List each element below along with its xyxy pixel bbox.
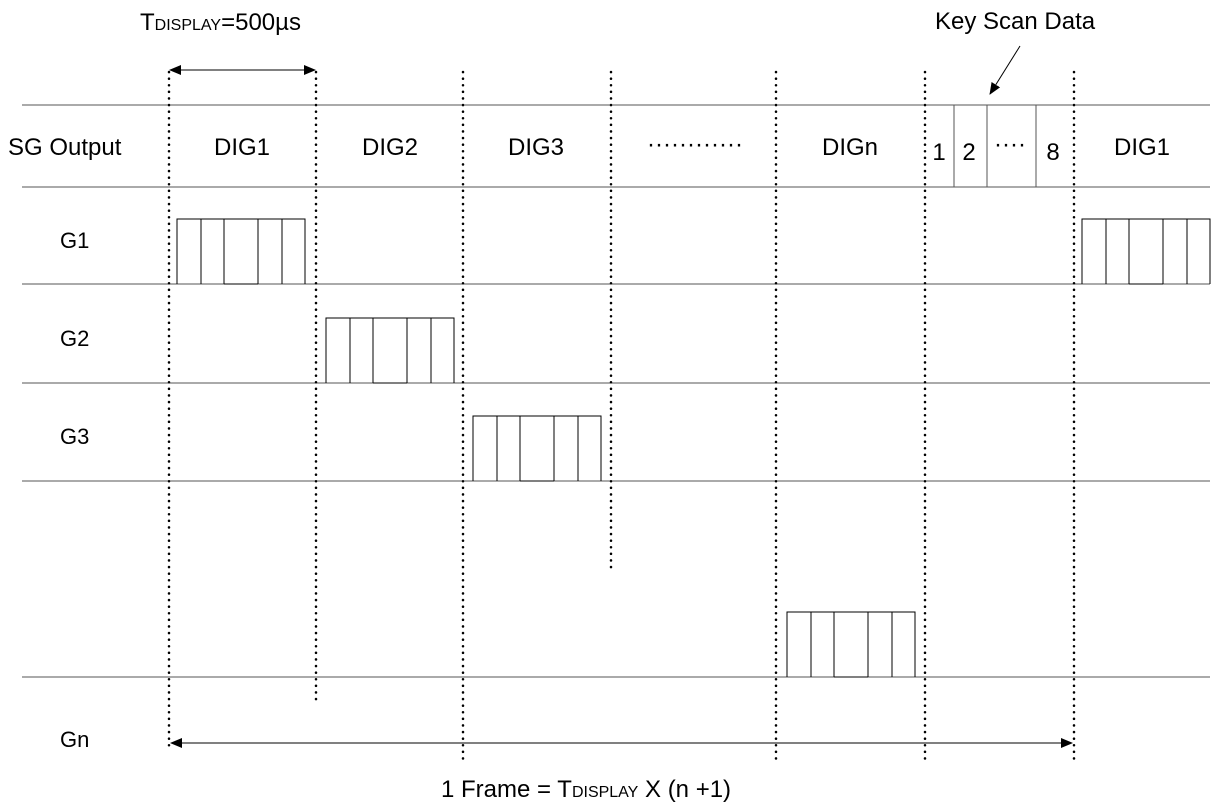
dig1-repeat-label: DIG1: [1114, 134, 1170, 161]
g3-pulse: [472, 415, 602, 482]
row-separators: [22, 104, 1210, 678]
dign-label: DIGn: [822, 134, 878, 161]
g1-pulse-1: [176, 218, 306, 285]
frame-annotation: 1 Frame = TDISPLAY X (n +1): [170, 738, 1073, 803]
gn-label: Gn: [60, 727, 89, 752]
dig3-label: DIG3: [508, 134, 564, 161]
key-scan-annotation: Key Scan Data: [935, 8, 1096, 187]
key-scan-slot-2: 2: [962, 139, 975, 166]
g2-pulse: [325, 317, 455, 384]
timing-boundaries: [167, 70, 1076, 762]
sg-output-label: SG Output: [8, 134, 122, 161]
gn-pulse: [786, 611, 916, 678]
tdisplay-annotation: TDISPLAY=500µs: [140, 9, 316, 75]
tdisplay-label: TDISPLAY=500µs: [140, 9, 301, 36]
dig2-label: DIG2: [362, 134, 418, 161]
g3-label: G3: [60, 424, 89, 449]
frame-label: 1 Frame = TDISPLAY X (n +1): [441, 776, 731, 803]
key-scan-slot-8: 8: [1046, 139, 1059, 166]
key-scan-pointer-arrow: [989, 45, 1021, 95]
g2-label: G2: [60, 326, 89, 351]
dig1-label: DIG1: [214, 134, 270, 161]
key-scan-label: Key Scan Data: [935, 8, 1096, 35]
key-scan-ellipsis: ····: [994, 131, 1026, 158]
key-scan-slot-1: 1: [932, 139, 945, 166]
sg-output-row: SG Output DIG1 DIG2 DIG3 ············ DI…: [8, 131, 1170, 166]
grid-labels: G1 G2 G3 Gn: [60, 228, 89, 752]
g1-pulse-2: [1081, 218, 1211, 285]
digits-ellipsis: ············: [647, 131, 743, 158]
g1-label: G1: [60, 228, 89, 253]
